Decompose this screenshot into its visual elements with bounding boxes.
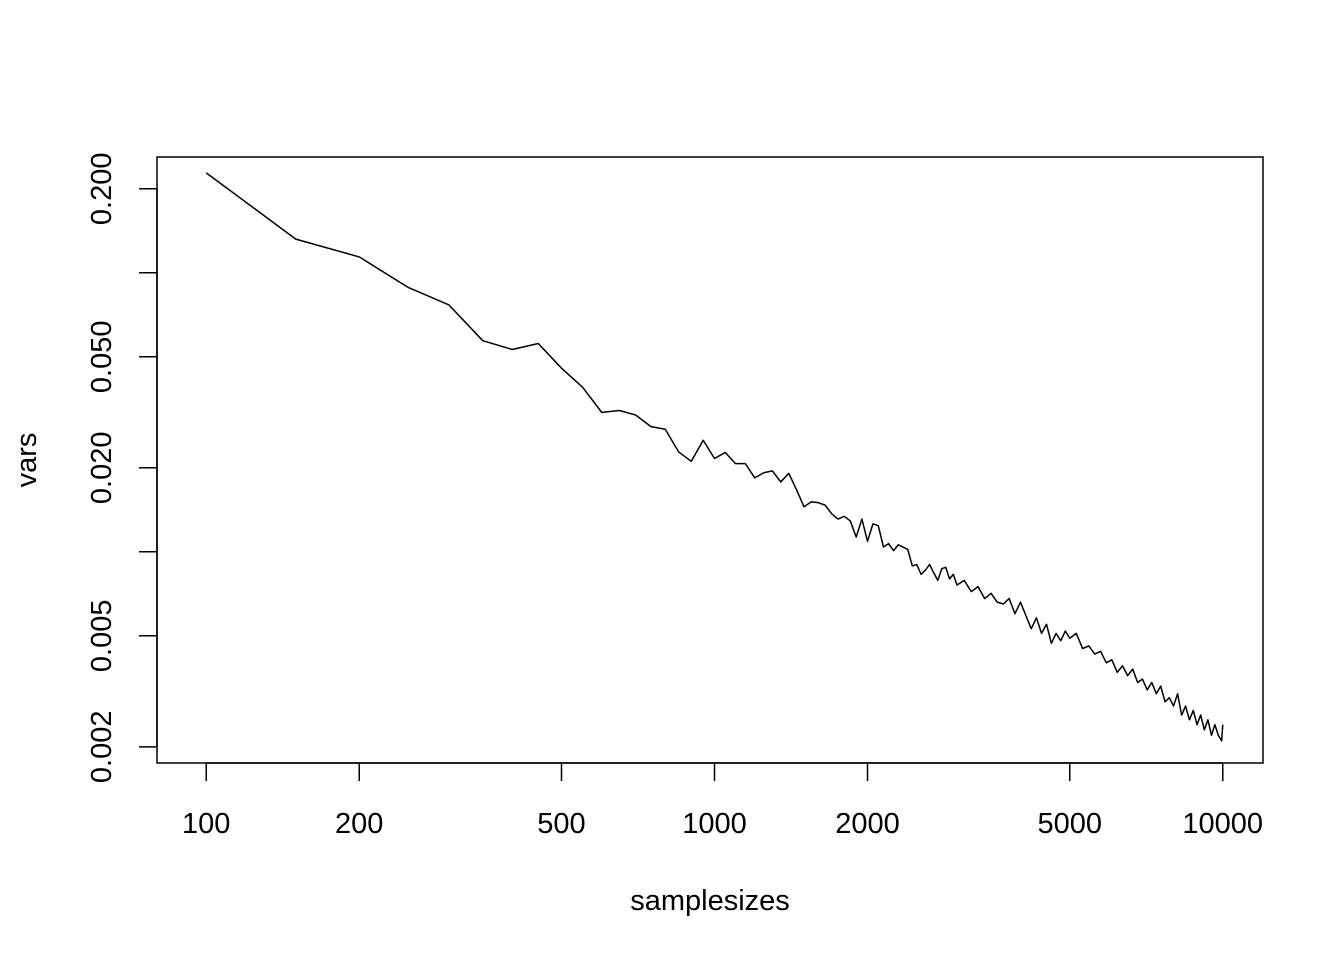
- y-tick-label: 0.020: [86, 432, 118, 505]
- x-tick-label: 10000: [1182, 808, 1263, 840]
- y-tick-label: 0.050: [86, 320, 118, 393]
- x-tick-label: 5000: [1037, 808, 1102, 840]
- x-tick-label: 500: [537, 808, 585, 840]
- x-axis: 100 200 500 1000 2000 5000 10000: [182, 762, 1263, 840]
- series-line: [205, 172, 1224, 742]
- x-tick-label: 1000: [682, 808, 747, 840]
- y-axis: 0.002 0.005 0.020 0.050 0.200: [86, 153, 158, 784]
- x-tick-label: 100: [182, 808, 230, 840]
- plot-frame: [156, 156, 1264, 764]
- x-axis-label: samplesizes: [630, 885, 790, 917]
- y-tick-label: 0.200: [86, 153, 118, 226]
- y-tick-label: 0.002: [86, 711, 118, 784]
- y-tick-label: 0.005: [86, 599, 118, 672]
- x-tick-label: 2000: [835, 808, 900, 840]
- x-tick-label: 200: [335, 808, 383, 840]
- y-axis-label: vars: [11, 433, 43, 488]
- series-group: [205, 172, 1224, 742]
